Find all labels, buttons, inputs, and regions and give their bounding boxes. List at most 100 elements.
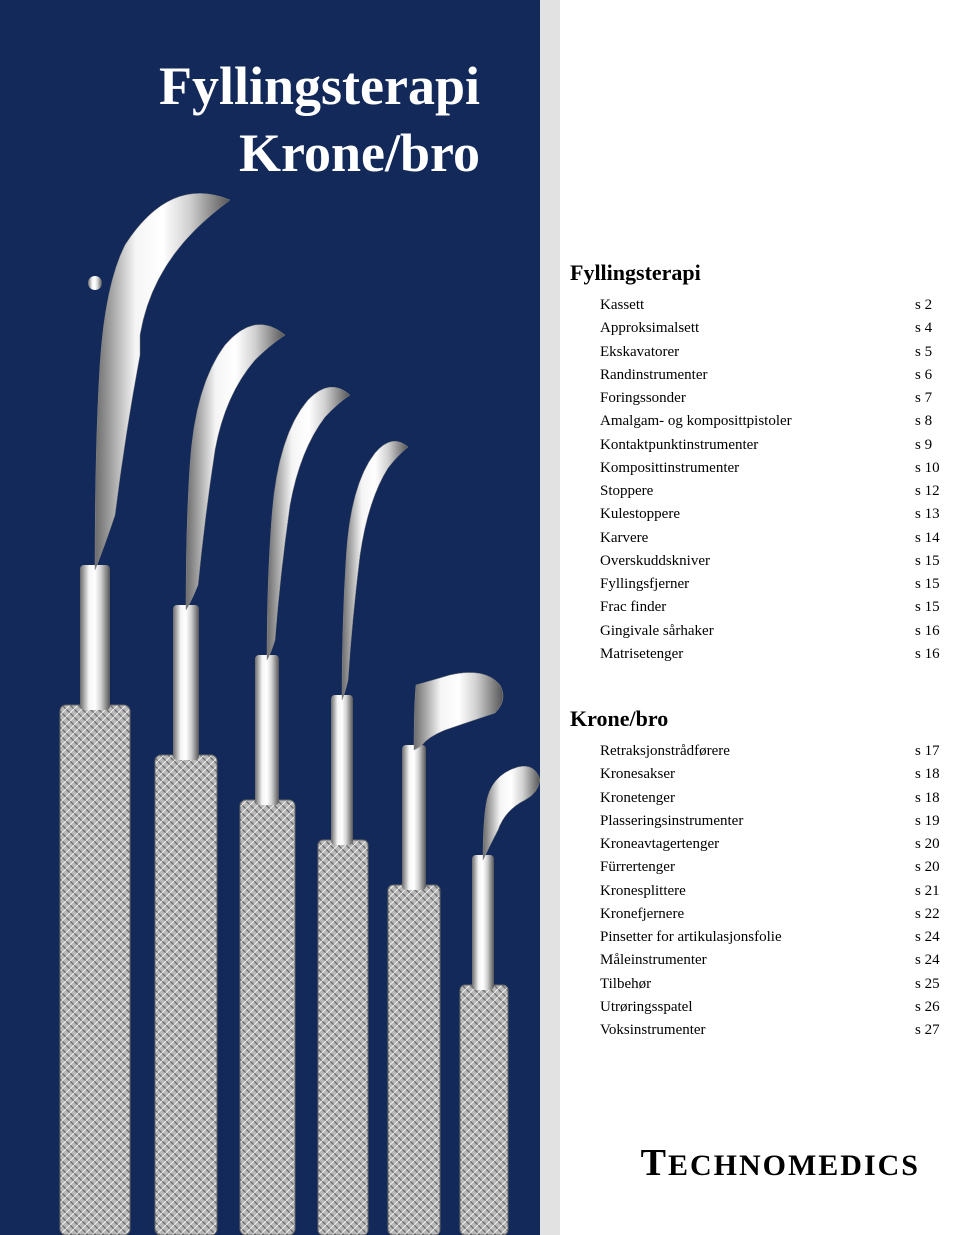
toc-row: Utrøringsspatels 26	[600, 996, 960, 1019]
toc-label: Kulestoppere	[600, 503, 915, 526]
toc-page: s 15	[915, 596, 960, 619]
toc-page: s 7	[915, 387, 960, 410]
section-heading: Fyllingsterapi	[570, 260, 960, 286]
panel-gutter	[540, 0, 560, 1235]
toc-row: Kroneavtagertengers 20	[600, 833, 960, 856]
toc-label: Foringssonder	[600, 387, 915, 410]
toc-page: s 12	[915, 480, 960, 503]
toc-page: s 18	[915, 763, 960, 786]
toc-label: Pinsetter for artikulasjonsfolie	[600, 926, 915, 949]
toc-label: Fürrertenger	[600, 856, 915, 879]
toc-page: s 5	[915, 341, 960, 364]
toc-page: s 16	[915, 643, 960, 666]
toc-page: s 13	[915, 503, 960, 526]
toc-page: s 24	[915, 949, 960, 972]
toc-row: Frac finders 15	[600, 596, 960, 619]
brand-logo: TECHNOMEDICS	[641, 1141, 920, 1185]
dental-instruments-illustration	[30, 185, 540, 1235]
toc-row: Komposittinstrumenters 10	[600, 457, 960, 480]
toc-label: Amalgam- og komposittpistoler	[600, 410, 915, 433]
toc-row: Karveres 14	[600, 527, 960, 550]
toc-page: s 15	[915, 550, 960, 573]
section-heading: Krone/bro	[570, 706, 960, 732]
toc-page: s 20	[915, 856, 960, 879]
toc-row: Foringssonders 7	[600, 387, 960, 410]
toc-row: Fürrertengers 20	[600, 856, 960, 879]
toc-label: Matrisetenger	[600, 643, 915, 666]
toc-row: Måleinstrumenters 24	[600, 949, 960, 972]
toc-page: s 16	[915, 620, 960, 643]
toc-label: Plasseringsinstrumenter	[600, 810, 915, 833]
toc-row: Kronetengers 18	[600, 787, 960, 810]
toc-page: s 2	[915, 294, 960, 317]
toc-items-1: Kassetts 2 Approksimalsetts 4 Ekskavator…	[570, 294, 960, 666]
toc-label: Karvere	[600, 527, 915, 550]
toc-page: s 22	[915, 903, 960, 926]
toc-label: Tilbehør	[600, 973, 915, 996]
toc-row: Matrisetengers 16	[600, 643, 960, 666]
catalog-title: Fyllingsterapi Krone/bro	[0, 55, 540, 184]
logo-text: ECHNOMEDICS	[668, 1149, 920, 1182]
toc-page: s 8	[915, 410, 960, 433]
toc-label: Retraksjonstrådførere	[600, 740, 915, 763]
toc-label: Kronesplittere	[600, 880, 915, 903]
toc-label: Ekskavatorer	[600, 341, 915, 364]
toc-label: Kassett	[600, 294, 915, 317]
toc-label: Approksimalsett	[600, 317, 915, 340]
toc-label: Voksinstrumenter	[600, 1019, 915, 1042]
toc-page: s 21	[915, 880, 960, 903]
logo-first-letter: T	[641, 1142, 668, 1184]
toc-page: s 14	[915, 527, 960, 550]
toc-page: s 20	[915, 833, 960, 856]
right-panel: Fyllingsterapi Kassetts 2 Approksimalset…	[560, 0, 960, 1235]
toc-row: Retraksjonstrådføreres 17	[600, 740, 960, 763]
toc-page: s 26	[915, 996, 960, 1019]
toc-row: Gingivale sårhakers 16	[600, 620, 960, 643]
toc-row: Fyllingsfjerners 15	[600, 573, 960, 596]
toc-row: Ekskavatorers 5	[600, 341, 960, 364]
title-line-1: Fyllingsterapi	[0, 55, 480, 117]
toc-label: Gingivale sårhaker	[600, 620, 915, 643]
toc-label: Randinstrumenter	[600, 364, 915, 387]
toc-row: Kronesplitteres 21	[600, 880, 960, 903]
toc-row: Plasseringsinstrumenters 19	[600, 810, 960, 833]
toc-row: Kassetts 2	[600, 294, 960, 317]
toc-section-2: Krone/bro Retraksjonstrådføreres 17 Kron…	[560, 706, 960, 1042]
toc-page: s 17	[915, 740, 960, 763]
toc-label: Komposittinstrumenter	[600, 457, 915, 480]
toc-row: Kronefjerneres 22	[600, 903, 960, 926]
toc-label: Stoppere	[600, 480, 915, 503]
toc-page: s 25	[915, 973, 960, 996]
toc-row: Kontaktpunktinstrumenters 9	[600, 434, 960, 457]
toc-label: Fyllingsfjerner	[600, 573, 915, 596]
toc-row: Voksinstrumenters 27	[600, 1019, 960, 1042]
toc-row: Stopperes 12	[600, 480, 960, 503]
toc-row: Tilbehørs 25	[600, 973, 960, 996]
toc-page: s 27	[915, 1019, 960, 1042]
toc-section-1: Fyllingsterapi Kassetts 2 Approksimalset…	[560, 260, 960, 666]
toc-page: s 19	[915, 810, 960, 833]
toc-items-2: Retraksjonstrådføreres 17 Kronesaksers 1…	[570, 740, 960, 1042]
toc-row: Randinstrumenters 6	[600, 364, 960, 387]
toc-label: Utrøringsspatel	[600, 996, 915, 1019]
toc-row: Overskuddsknivers 15	[600, 550, 960, 573]
toc-label: Måleinstrumenter	[600, 949, 915, 972]
toc-label: Kronesakser	[600, 763, 915, 786]
toc-label: Kroneavtagertenger	[600, 833, 915, 856]
toc-row: Approksimalsetts 4	[600, 317, 960, 340]
toc-page: s 18	[915, 787, 960, 810]
toc-row: Kronesaksers 18	[600, 763, 960, 786]
toc-page: s 10	[915, 457, 960, 480]
toc-page: s 24	[915, 926, 960, 949]
toc-label: Frac finder	[600, 596, 915, 619]
toc-page: s 9	[915, 434, 960, 457]
toc-row: Amalgam- og komposittpistolers 8	[600, 410, 960, 433]
toc-row: Pinsetter for artikulasjonsfolies 24	[600, 926, 960, 949]
toc-label: Kronefjernere	[600, 903, 915, 926]
toc-label: Kronetenger	[600, 787, 915, 810]
toc-row: Kulestopperes 13	[600, 503, 960, 526]
toc-page: s 4	[915, 317, 960, 340]
title-line-2: Krone/bro	[0, 122, 480, 184]
toc-label: Kontaktpunktinstrumenter	[600, 434, 915, 457]
left-panel: Fyllingsterapi Krone/bro	[0, 0, 540, 1235]
